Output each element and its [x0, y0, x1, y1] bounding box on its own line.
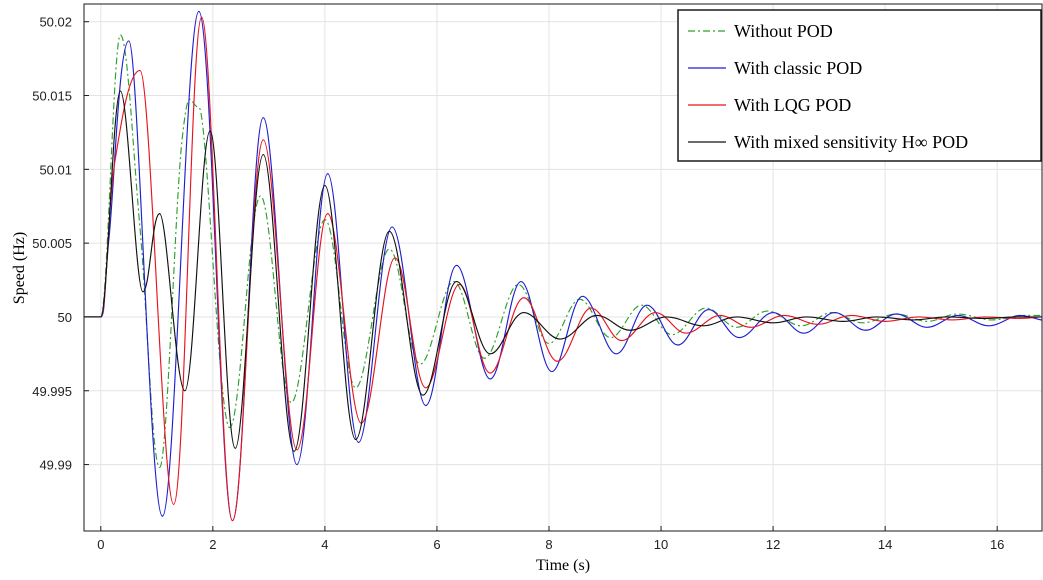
tick-labels: 0 2 4 6 8 10 12 14 16 49.99 49.995 50 50.005 50.01 50.…	[32, 15, 1004, 552]
x-tick-label: 16	[990, 537, 1004, 552]
plot-area-border	[83, 3, 1043, 532]
x-tick-label: 12	[766, 537, 780, 552]
y-tick-label: 50	[58, 310, 72, 325]
y-tick-label: 49.995	[32, 384, 72, 399]
x-tick-label: 2	[209, 537, 216, 552]
y-tick-label: 50.015	[32, 89, 72, 104]
legend-label-1: Without POD	[734, 21, 833, 41]
legend-box	[677, 9, 1042, 162]
x-tick-label: 6	[433, 537, 440, 552]
legend: Without POD With classic POD With LQG POD W…	[677, 9, 1042, 162]
y-tick-label: 50.005	[32, 236, 72, 251]
y-axis-title: Speed (Hz)	[11, 232, 28, 304]
legend-label-2: With classic POD	[734, 58, 862, 78]
y-tick-label: 50.01	[39, 162, 72, 177]
x-tick-label: 10	[654, 537, 668, 552]
series-lines	[84, 10, 1042, 522]
legend-items: Without POD With classic POD With LQG POD W…	[688, 21, 968, 152]
series-line-4	[84, 90, 1042, 452]
y-tick-label: 50.02	[39, 15, 72, 30]
x-tick-label: 14	[878, 537, 892, 552]
legend-label-4: With mixed sensitivity H∞ POD	[734, 132, 968, 152]
x-tick-label: 4	[321, 537, 328, 552]
legend-label-3: With LQG POD	[734, 95, 851, 115]
x-axis-title: Time (s)	[536, 557, 590, 574]
x-tick-label: 0	[97, 537, 104, 552]
x-tick-label: 8	[545, 537, 552, 552]
series-line-3	[84, 16, 1042, 522]
series-line-1	[84, 34, 1042, 469]
y-tick-label: 49.99	[39, 458, 72, 473]
